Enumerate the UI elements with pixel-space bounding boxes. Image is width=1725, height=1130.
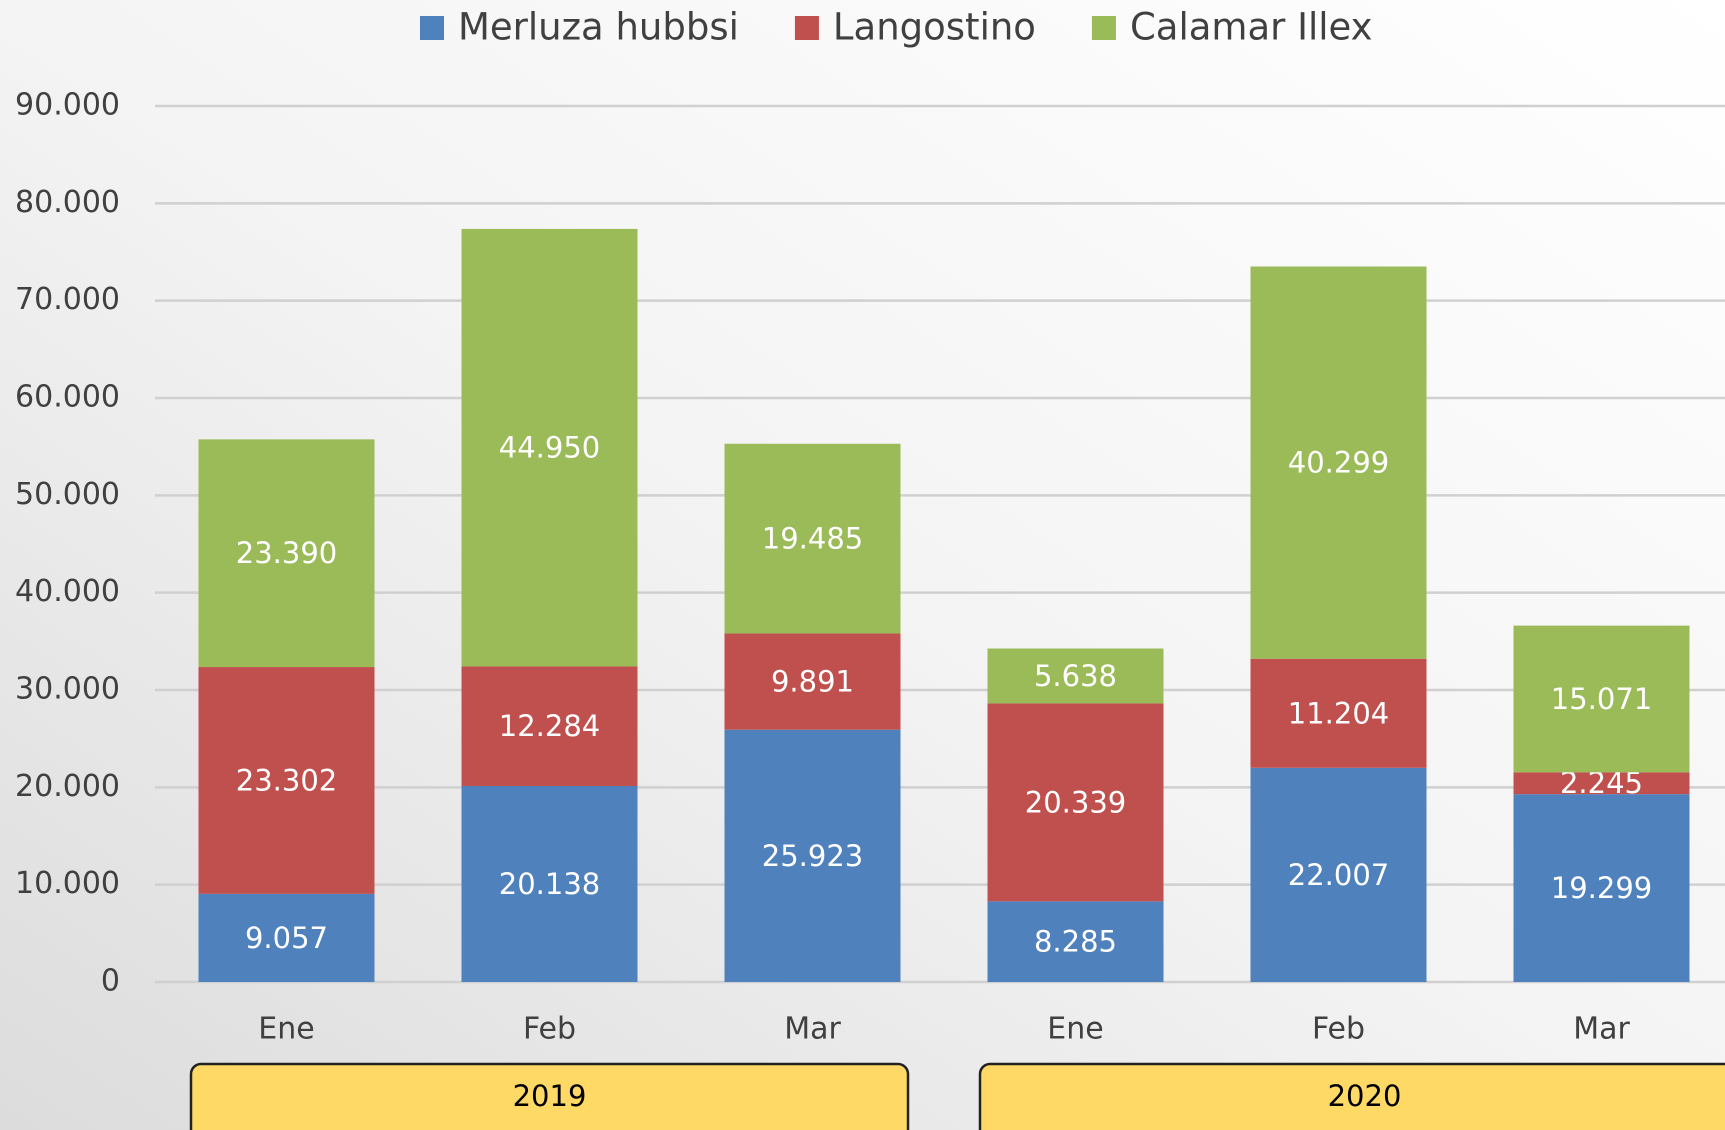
bar-segment (987, 703, 1164, 902)
bar-segment (1250, 266, 1427, 659)
y-tick-label: 80.000 (15, 185, 120, 220)
y-tick-label: 30.000 (15, 672, 120, 707)
group-label: 2019 (513, 1079, 587, 1113)
x-tick-label: Feb (1312, 1012, 1365, 1047)
bar-segment (1250, 658, 1427, 768)
legend-swatch (1091, 16, 1116, 40)
bar-segment (198, 439, 375, 668)
x-tick-label: Ene (258, 1012, 314, 1047)
data-label: 11.204 (1288, 696, 1389, 730)
data-label: 12.284 (499, 709, 600, 743)
y-tick-label: 10.000 (15, 866, 120, 901)
bar-segment (987, 648, 1164, 704)
group-label: 2020 (1328, 1079, 1402, 1113)
bar-segment (987, 901, 1164, 982)
data-label: 25.923 (762, 839, 863, 873)
bar-segment (1513, 794, 1690, 982)
y-tick-label: 0 (101, 964, 120, 999)
y-tick-label: 50.000 (15, 477, 120, 512)
bar-segment (461, 785, 638, 982)
bar-segment (1513, 772, 1690, 795)
bar-segment (724, 729, 901, 982)
bar-segment (724, 443, 901, 634)
legend-label: Calamar Illex (1130, 6, 1373, 49)
y-tick-label: 60.000 (15, 380, 120, 415)
data-label: 15.071 (1551, 682, 1652, 716)
x-tick-label: Feb (523, 1012, 576, 1047)
data-label: 44.950 (499, 431, 600, 465)
data-label: 8.285 (1034, 925, 1117, 959)
data-label: 9.891 (771, 665, 854, 699)
bar-segment (198, 667, 375, 894)
data-label: 9.057 (245, 921, 328, 955)
legend-label: Langostino (833, 6, 1036, 49)
y-tick-label: 70.000 (15, 282, 120, 317)
bar-segment (461, 228, 638, 667)
bar-segment (461, 666, 638, 786)
data-label: 19.485 (762, 522, 863, 556)
data-label: 23.302 (236, 763, 337, 797)
y-tick-label: 20.000 (15, 769, 120, 804)
legend-swatch (420, 16, 444, 40)
bar-segment (1250, 767, 1427, 982)
group-box (978, 1062, 1725, 1130)
y-tick-label: 40.000 (15, 574, 120, 609)
data-label: 19.299 (1551, 871, 1652, 905)
x-tick-label: Mar (1573, 1012, 1630, 1047)
legend-swatch (794, 16, 819, 40)
data-label: 40.299 (1288, 446, 1389, 480)
legend-label: Merluza hubbsi (458, 6, 739, 49)
data-label: 20.138 (499, 867, 600, 901)
data-label: 22.007 (1288, 858, 1389, 892)
bar-segment (724, 633, 901, 730)
x-tick-label: Ene (1047, 1012, 1103, 1047)
bar-segment (1513, 625, 1690, 773)
y-tick-label: 90.000 (15, 88, 120, 123)
data-label: 20.339 (1025, 785, 1126, 819)
data-label: 23.390 (236, 536, 337, 570)
data-label: 5.638 (1034, 659, 1117, 693)
group-box (189, 1062, 910, 1130)
bar-segment (198, 893, 375, 982)
x-tick-label: Mar (784, 1012, 841, 1047)
